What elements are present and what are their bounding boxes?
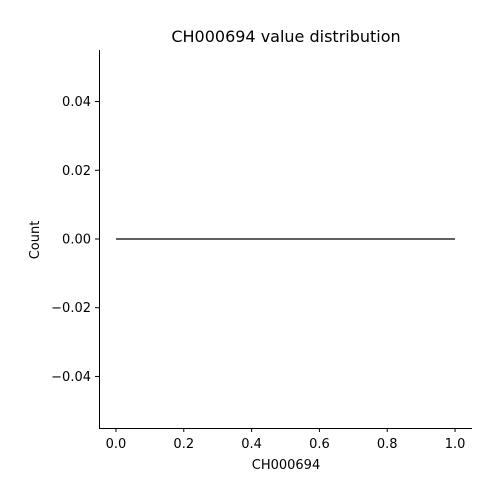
x-tick-label: 0.0: [106, 437, 127, 452]
y-ticks: −0.04 −0.02 0.00 0.02 0.04: [51, 95, 99, 385]
y-tick-label: −0.04: [51, 370, 91, 385]
x-tick-label: 0.8: [377, 437, 398, 452]
y-tick-label: 0.00: [62, 233, 91, 248]
y-tick-label: −0.02: [51, 301, 91, 316]
x-tick-label: 1.0: [445, 437, 466, 452]
y-tick-label: 0.04: [62, 95, 91, 110]
y-tick-label: 0.02: [62, 164, 91, 179]
x-tick-label: 0.6: [309, 437, 330, 452]
x-tick-label: 0.4: [241, 437, 262, 452]
y-axis-label: Count: [28, 221, 43, 260]
x-ticks: 0.0 0.2 0.4 0.6 0.8 1.0: [106, 428, 466, 452]
x-tick-label: 0.2: [173, 437, 194, 452]
chart-title: CH000694 value distribution: [171, 27, 400, 46]
x-axis-label: CH000694: [252, 458, 320, 473]
